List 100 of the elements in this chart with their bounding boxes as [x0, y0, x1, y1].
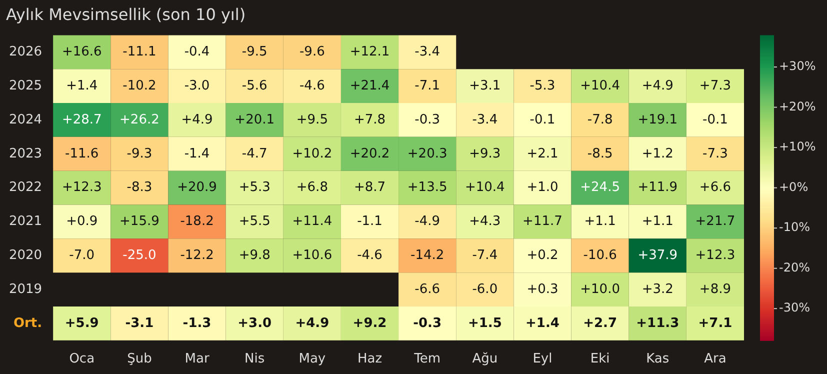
color-bar-label: +20%: [779, 99, 816, 114]
data-label: +0.3: [526, 282, 558, 297]
data-label: +1.5: [468, 316, 502, 331]
data-label: +2.7: [583, 316, 618, 331]
data-label: +3.2: [642, 282, 674, 297]
x-tick-label: Eki: [590, 352, 610, 367]
data-label: +4.9: [295, 316, 330, 331]
x-tick-label: Mar: [184, 352, 210, 367]
data-label: +11.3: [636, 316, 680, 331]
data-label: +5.9: [64, 316, 99, 331]
data-label: +1.1: [584, 214, 616, 230]
data-label: -3.0: [184, 78, 210, 94]
color-bar-label: -10%: [779, 220, 810, 234]
y-tick-label: 2020: [8, 248, 42, 263]
color-bar-label: -20%: [779, 260, 810, 274]
data-label: +11.7: [522, 214, 562, 230]
data-label: +1.4: [66, 78, 98, 94]
data-label: -10.6: [583, 248, 617, 263]
data-label: +6.8: [296, 180, 328, 196]
y-tick-label: 2021: [8, 214, 42, 230]
y-tick-label: Ort.: [13, 316, 42, 331]
data-label: -1.3: [182, 316, 212, 331]
data-label: -1.1: [357, 214, 382, 230]
data-label: +5.5: [238, 214, 270, 230]
data-label: -0.3: [413, 316, 442, 331]
y-tick-label: 2019: [8, 282, 42, 297]
x-tick-label: May: [298, 352, 326, 367]
data-label: -18.2: [180, 214, 214, 230]
data-label: +13.5: [407, 180, 448, 196]
data-label: +8.9: [699, 282, 731, 297]
data-label: -4.6: [299, 78, 325, 94]
data-label: +10.6: [292, 248, 332, 263]
data-label: +3.1: [469, 78, 501, 94]
data-label: +37.9: [638, 248, 678, 263]
y-tick-label: 2024: [8, 112, 42, 128]
data-label: +7.1: [698, 316, 732, 331]
data-label: -9.3: [126, 146, 152, 162]
data-label: +12.1: [350, 44, 390, 60]
data-label: +10.0: [580, 282, 620, 297]
data-label: -0.4: [184, 44, 210, 60]
data-label: +6.6: [699, 180, 731, 196]
x-tick-label: Haz: [357, 352, 382, 367]
data-label: +7.8: [354, 112, 386, 128]
data-label: -25.0: [122, 248, 156, 263]
data-label: +24.5: [580, 180, 620, 196]
data-label: +20.2: [350, 146, 390, 162]
data-label: -0.1: [702, 112, 728, 128]
data-label: -12.2: [180, 248, 214, 263]
data-label: -4.9: [414, 214, 440, 230]
data-label: +8.7: [354, 180, 386, 196]
data-label: -14.2: [410, 248, 444, 263]
x-tick-label: Ağu: [472, 352, 498, 367]
data-label: +10.4: [464, 180, 505, 196]
data-label: -1.4: [184, 146, 210, 162]
data-label: +1.0: [526, 180, 558, 196]
data-label: +7.3: [699, 78, 731, 94]
data-label: -4.6: [357, 248, 382, 263]
data-label: +3.0: [238, 316, 272, 331]
data-label: -7.3: [702, 146, 728, 162]
data-label: -8.5: [587, 146, 613, 162]
color-bar-label: +0%: [779, 180, 808, 194]
color-bar-label: +10%: [779, 140, 816, 154]
data-label: +20.3: [407, 146, 448, 162]
data-label: +2.1: [526, 146, 558, 162]
data-label: +5.3: [238, 180, 270, 196]
data-label: +12.3: [695, 248, 736, 263]
data-label: -3.1: [125, 316, 154, 331]
data-label: +9.3: [469, 146, 501, 162]
data-label: -10.2: [122, 78, 156, 94]
data-label: -3.4: [414, 44, 440, 60]
x-tick-label: Ara: [704, 352, 726, 367]
x-tick-label: Tem: [413, 352, 441, 367]
data-label: +19.1: [638, 112, 678, 128]
data-label: -7.4: [472, 248, 498, 263]
data-label: +9.5: [296, 112, 328, 128]
y-tick-label: 2022: [8, 180, 42, 196]
y-tick-label: 2023: [8, 146, 42, 162]
data-label: -11.1: [122, 44, 156, 60]
data-label: -6.0: [472, 282, 498, 297]
chart-title: Aylık Mevsimsellik (son 10 yıl): [6, 4, 246, 24]
data-label: -8.3: [126, 180, 152, 196]
data-label: -7.8: [587, 112, 613, 128]
x-tick-label: Nis: [244, 352, 265, 367]
y-tick-label: 2026: [8, 44, 42, 60]
x-tick-label: Oca: [69, 352, 95, 367]
data-label: +1.4: [526, 316, 560, 331]
data-label: +11.9: [638, 180, 678, 196]
data-label: -9.6: [299, 44, 325, 60]
data-label: -9.5: [242, 44, 268, 60]
data-label: -5.6: [242, 78, 268, 94]
x-tick-label: Şub: [127, 352, 152, 367]
data-label: -0.1: [530, 112, 556, 128]
x-tick-label: Kas: [646, 352, 670, 367]
data-label: +9.2: [352, 316, 387, 331]
data-label: +28.7: [62, 112, 102, 128]
data-label: +21.4: [350, 78, 390, 94]
data-label: -0.3: [414, 112, 440, 128]
data-label: -4.7: [242, 146, 268, 162]
data-label: +11.4: [292, 214, 332, 230]
data-label: +4.3: [469, 214, 501, 230]
